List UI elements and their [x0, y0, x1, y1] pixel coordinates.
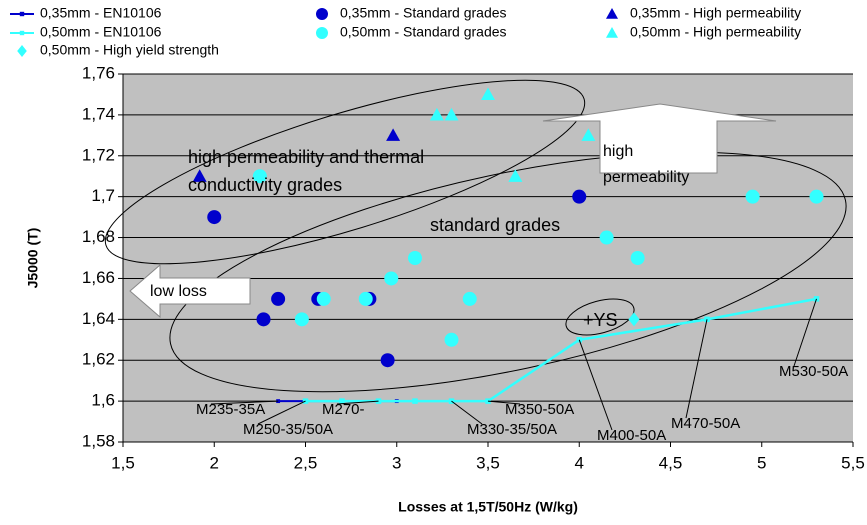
- leader-line: [685, 319, 708, 419]
- y-tick-label: 1,62: [82, 350, 115, 369]
- legend-marker: [316, 27, 328, 39]
- leader-line: [793, 298, 817, 367]
- point: [444, 332, 459, 347]
- point: [207, 210, 222, 225]
- x-tick-label: 5: [757, 453, 766, 472]
- annotation: low loss: [150, 283, 207, 300]
- annotation: standard grades: [430, 215, 560, 235]
- point: [581, 128, 596, 141]
- point: [481, 87, 495, 101]
- ellipse: [104, 79, 586, 265]
- leader-line: [257, 400, 306, 425]
- point: [271, 291, 286, 306]
- annotation: high: [603, 143, 633, 160]
- x-tick-label: 5,5: [841, 453, 865, 472]
- point: [294, 312, 309, 327]
- y-tick-label: 1,6: [91, 391, 115, 410]
- point: [599, 230, 614, 245]
- y-tick-label: 1,72: [82, 145, 115, 164]
- point: [745, 189, 760, 204]
- leader-line: [210, 400, 279, 405]
- point: [408, 251, 422, 265]
- legend-marker: [17, 45, 27, 57]
- legend-label: 0,50mm - Standard grades: [340, 24, 507, 40]
- leader-line: [336, 400, 379, 405]
- y-tick-label: 1,66: [82, 268, 115, 287]
- grade-label: M350-50A: [505, 401, 574, 418]
- x-tick-label: 1,5: [111, 453, 135, 472]
- y-tick-label: 1,68: [82, 227, 115, 246]
- y-tick-label: 1,74: [82, 104, 115, 123]
- y-axis-title: J5000 (T): [25, 228, 41, 289]
- arrow: [542, 103, 777, 174]
- y-tick-label: 1,76: [82, 63, 115, 82]
- y-tick-label: 1,7: [91, 186, 115, 205]
- x-tick-label: 3: [392, 453, 401, 472]
- point: [316, 291, 331, 306]
- point: [380, 353, 395, 368]
- annotation: +YS: [583, 310, 618, 330]
- point: [339, 398, 345, 404]
- point: [412, 398, 418, 404]
- legend-marker: [606, 8, 618, 19]
- annotation: conductivity grades: [188, 175, 342, 195]
- grade-label: M530-50A: [779, 363, 848, 380]
- annotation: permeability: [603, 169, 689, 186]
- point: [429, 107, 444, 121]
- point: [256, 312, 271, 327]
- legend-label: 0,50mm - EN10106: [40, 24, 162, 40]
- legend-label: 0,35mm - Standard grades: [340, 5, 507, 21]
- legend-marker: [19, 30, 25, 36]
- grade-label: M470-50A: [671, 415, 740, 432]
- grade-label: M400-50A: [597, 427, 666, 444]
- leader-line: [487, 400, 521, 405]
- ellipse: [565, 298, 635, 336]
- leader-line: [578, 339, 613, 431]
- point: [444, 107, 459, 121]
- point: [386, 128, 401, 141]
- point: [358, 291, 373, 306]
- legend-label: 0,50mm - High permeability: [630, 24, 801, 40]
- x-tick-label: 4,5: [659, 453, 683, 472]
- point: [809, 189, 824, 204]
- point: [462, 291, 477, 306]
- ellipse: [169, 151, 847, 393]
- y-tick-label: 1,58: [82, 431, 115, 450]
- x-axis-title: Losses at 1,5T/50Hz (W/kg): [398, 499, 578, 515]
- legend-marker: [606, 27, 618, 38]
- point: [252, 169, 267, 184]
- point: [508, 169, 523, 182]
- y-tick-label: 1,64: [82, 309, 115, 328]
- x-tick-label: 2,5: [294, 453, 318, 472]
- legend-label: 0,50mm - High yield strength: [40, 42, 219, 58]
- x-tick-label: 4: [575, 453, 584, 472]
- point: [276, 399, 281, 404]
- legend-label: 0,35mm - EN10106: [40, 5, 162, 21]
- legend-marker: [19, 11, 25, 17]
- point: [630, 251, 645, 265]
- grade-label: M235-35A: [196, 401, 265, 418]
- grade-label: M330-35/50A: [467, 421, 557, 438]
- leader-line: [451, 400, 483, 425]
- grade-label: M250-35/50A: [243, 421, 333, 438]
- legend-label: 0,35mm - High permeability: [630, 5, 801, 21]
- x-tick-label: 3,5: [476, 453, 500, 472]
- grade-label: M270-: [322, 401, 365, 418]
- point: [628, 312, 640, 327]
- point: [572, 189, 587, 204]
- legend-marker: [316, 8, 328, 20]
- point: [192, 169, 207, 182]
- plot-area: [123, 74, 853, 442]
- x-tick-label: 2: [210, 453, 219, 472]
- annotation: high permeability and thermal: [188, 147, 424, 167]
- point: [384, 271, 399, 286]
- arrow: [129, 263, 251, 319]
